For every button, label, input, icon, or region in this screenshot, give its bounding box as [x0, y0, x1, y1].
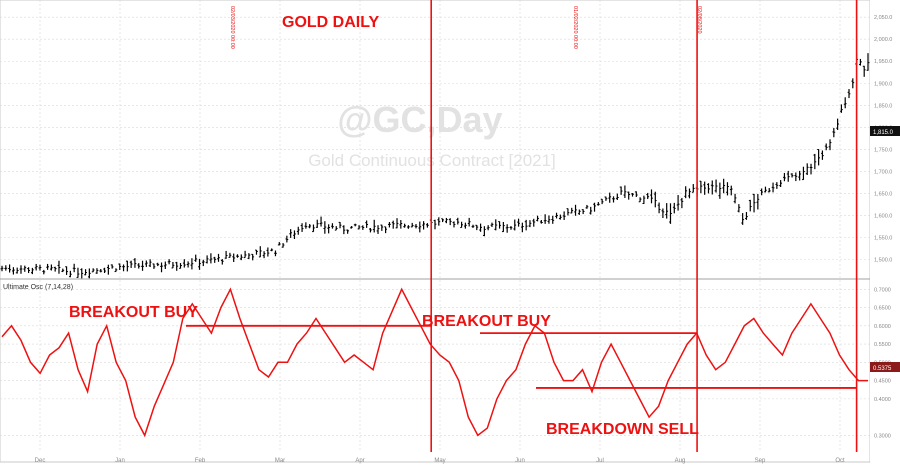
last-price-tag: [870, 126, 900, 136]
ultimate-osc-line: [1, 287, 868, 438]
chart-title: GOLD DAILY: [282, 14, 380, 31]
price-axis-area: [870, 0, 900, 462]
x-tick-label: Apr: [355, 458, 364, 464]
x-tick-label: Aug: [675, 458, 686, 464]
last-osc-tag: [870, 362, 900, 372]
vline-label-3: 02/08/2020: [696, 6, 702, 34]
x-tick-label: Jan: [115, 458, 125, 464]
x-tick-label: Mar: [275, 458, 285, 464]
osc-tick-label: 0.4000: [874, 397, 891, 403]
price-tick-label: 1,700.0: [874, 169, 892, 175]
x-tick-label: Feb: [195, 458, 206, 464]
price-tick-label: 1,950.0: [874, 59, 892, 65]
price-tick-label: 2,050.0: [874, 15, 892, 21]
indicator-label: Ultimate Osc (7,14,28): [3, 284, 73, 291]
osc-tick-label: 0.6000: [874, 324, 891, 330]
x-tick-label: Oct: [835, 458, 845, 464]
last-osc-label: 0.5375: [873, 366, 892, 372]
osc-tick-label: 0.7000: [874, 287, 891, 293]
annotation-level-lines: [186, 324, 857, 389]
price-tick-label: 1,750.0: [874, 147, 892, 153]
price-tick-label: 1,550.0: [874, 235, 892, 241]
chart-frame: [0, 0, 871, 463]
price-tick-label: 1,850.0: [874, 103, 892, 109]
price-tick-label: 2,000.0: [874, 37, 892, 43]
x-tick-label: Dec: [35, 458, 46, 464]
x-tick-label: Sep: [755, 458, 766, 464]
price-tick-label: 1,500.0: [874, 257, 892, 263]
vertical-signal-lines: [430, 0, 858, 452]
x-tick-label: Jul: [596, 458, 604, 464]
annotation-breakout-buy-1: BREAKOUT BUY: [69, 304, 198, 321]
osc-tick-label: 0.6500: [874, 306, 891, 312]
osc-tick-label: 0.3000: [874, 433, 891, 439]
x-tick-label: May: [434, 458, 445, 464]
osc-tick-label: 0.4500: [874, 379, 891, 385]
last-price-label: 1,815.0: [873, 130, 894, 136]
price-tick-label: 1,600.0: [874, 213, 892, 219]
price-tick-label: 1,900.0: [874, 81, 892, 87]
vline-label-2: 01/02/2020 00:00: [572, 6, 578, 49]
vline-label-1: 02/03/2020 00:00: [229, 6, 235, 49]
price-bars: [0, 53, 870, 279]
x-tick-label: Jun: [515, 458, 525, 464]
annotation-breakdown-sell: BREAKDOWN SELL: [546, 421, 699, 438]
annotation-breakout-buy-2: BREAKOUT BUY: [422, 313, 551, 330]
osc-tick-label: 0.5500: [874, 342, 891, 348]
watermark-symbol: @GC,Day: [337, 99, 502, 140]
price-gridlines: [0, 0, 870, 452]
price-tick-label: 1,650.0: [874, 191, 892, 197]
